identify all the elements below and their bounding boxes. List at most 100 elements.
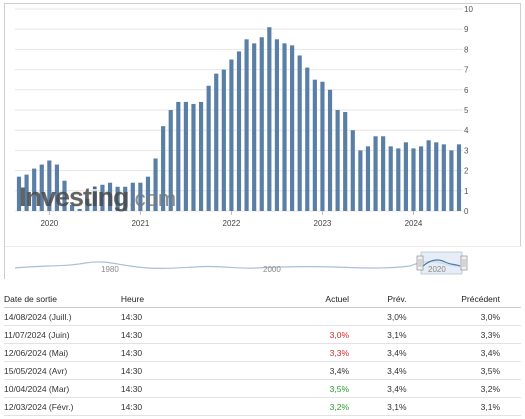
bar[interactable] [24, 174, 29, 211]
bar[interactable] [161, 126, 166, 211]
y-tick-label: 4 [464, 126, 469, 135]
bar[interactable] [335, 110, 340, 211]
releases-table: Date de sortie Heure Actuel Prév. Précéd… [4, 290, 521, 416]
bar[interactable] [47, 160, 52, 212]
bar[interactable] [54, 164, 60, 211]
bar[interactable] [403, 142, 408, 211]
bar[interactable] [274, 39, 280, 211]
bar[interactable] [191, 103, 196, 211]
cell-previous: 3,1% [406, 397, 521, 416]
bar[interactable] [115, 186, 120, 211]
bar[interactable] [434, 142, 439, 211]
bar[interactable] [130, 182, 135, 211]
bar[interactable] [312, 79, 317, 211]
bar[interactable] [176, 101, 181, 211]
cell-release-date: 15/05/2024 (Avr) [4, 361, 121, 380]
bar[interactable] [305, 67, 310, 211]
y-tick-label: 10 [464, 5, 473, 14]
bar[interactable] [411, 148, 416, 211]
cell-time: 14:30 [120, 325, 264, 344]
col-header-previous[interactable]: Précédent [406, 290, 521, 308]
cell-actual: 3,0% [263, 325, 350, 344]
bar[interactable] [168, 110, 173, 211]
bar[interactable] [381, 136, 386, 211]
bar[interactable] [267, 27, 272, 212]
bar[interactable] [92, 190, 97, 211]
cell-previous: 3,5% [406, 361, 521, 380]
y-tick-label: 6 [464, 86, 469, 95]
bar[interactable] [441, 144, 446, 211]
bar[interactable] [183, 101, 188, 211]
y-tick-label: 8 [464, 45, 469, 54]
bar[interactable] [418, 146, 424, 211]
cell-forecast: 3,1% [349, 325, 407, 344]
col-header-time[interactable]: Heure [120, 290, 264, 308]
y-tick-label: 1 [464, 187, 469, 196]
bar[interactable] [290, 45, 295, 211]
bar[interactable] [350, 130, 355, 211]
bar[interactable] [206, 85, 211, 211]
col-header-date[interactable]: Date de sortie [4, 290, 121, 308]
navigator-left-handle[interactable] [416, 255, 424, 271]
cell-time: 14:30 [120, 307, 264, 326]
table-row: 12/06/2024 (Mai) 14:30 3,3% 3,4% 3,4% [4, 343, 521, 362]
bar[interactable] [456, 144, 462, 211]
bar[interactable] [85, 198, 90, 211]
cell-previous: 3,2% [406, 379, 521, 398]
bar[interactable] [62, 180, 67, 211]
bar[interactable] [282, 43, 287, 212]
bar[interactable] [100, 184, 105, 211]
x-tick-label: 2021 [131, 219, 149, 228]
bar[interactable] [373, 136, 378, 211]
bar[interactable] [138, 182, 143, 211]
cell-previous: 3,3% [406, 325, 521, 344]
bar[interactable] [39, 164, 44, 211]
bar[interactable] [214, 73, 219, 211]
x-tick-label: 2024 [405, 219, 423, 228]
bar[interactable] [123, 186, 128, 211]
bar[interactable] [32, 168, 37, 211]
table-row: 14/08/2024 (Juill.) 14:30 3,0% 3,0% [4, 307, 521, 326]
cell-actual: 3,4% [263, 361, 350, 380]
cell-actual [263, 307, 350, 326]
bar[interactable] [327, 89, 333, 211]
y-tick-label: 2 [464, 167, 469, 176]
bar[interactable] [297, 55, 302, 212]
bar[interactable] [320, 81, 325, 211]
table-row: 12/03/2024 (Févr.) 14:30 3,2% 3,1% 3,1% [4, 397, 521, 416]
bar[interactable] [244, 39, 249, 211]
cell-release-date: 10/04/2024 (Mar) [4, 379, 121, 398]
bar[interactable] [229, 59, 234, 212]
bar[interactable] [221, 69, 226, 211]
bar[interactable] [70, 204, 75, 211]
table-row: 15/05/2024 (Avr) 14:30 3,4% 3,4% 3,5% [4, 361, 521, 380]
bar[interactable] [426, 140, 431, 211]
table-header-row: Date de sortie Heure Actuel Prév. Précéd… [4, 290, 521, 308]
bar[interactable] [343, 112, 348, 211]
navigator-label-2020: 2020 [428, 265, 446, 274]
bar[interactable] [449, 150, 454, 211]
x-tick-label: 2023 [314, 219, 332, 228]
col-header-actual[interactable]: Actuel [263, 290, 350, 308]
bar-chart: 0 1 2 3 4 5 6 7 8 9 10 2020 2021 2022 2023 2024 [15, 5, 473, 228]
bar[interactable] [145, 176, 151, 211]
bar[interactable] [236, 51, 242, 211]
bar[interactable] [16, 176, 22, 211]
table-row: 10/04/2024 (Mar) 14:30 3,5% 3,4% 3,2% [4, 379, 521, 398]
navigator-right-handle[interactable] [460, 255, 468, 271]
bar[interactable] [198, 101, 204, 211]
bar[interactable] [388, 146, 393, 211]
bar[interactable] [358, 150, 363, 211]
bar[interactable] [365, 146, 371, 211]
cell-previous: 3,4% [406, 343, 521, 362]
bar[interactable] [252, 43, 257, 212]
bar[interactable] [107, 182, 113, 211]
col-header-forecast[interactable]: Prév. [349, 290, 407, 308]
bar[interactable] [396, 148, 401, 211]
y-tick-label: 7 [464, 66, 469, 75]
bar[interactable] [153, 158, 158, 211]
y-tick-label: 0 [464, 207, 469, 216]
range-navigator[interactable]: 1980 2000 2020 [5, 246, 522, 280]
bar[interactable] [259, 37, 264, 211]
bar[interactable] [77, 208, 82, 211]
